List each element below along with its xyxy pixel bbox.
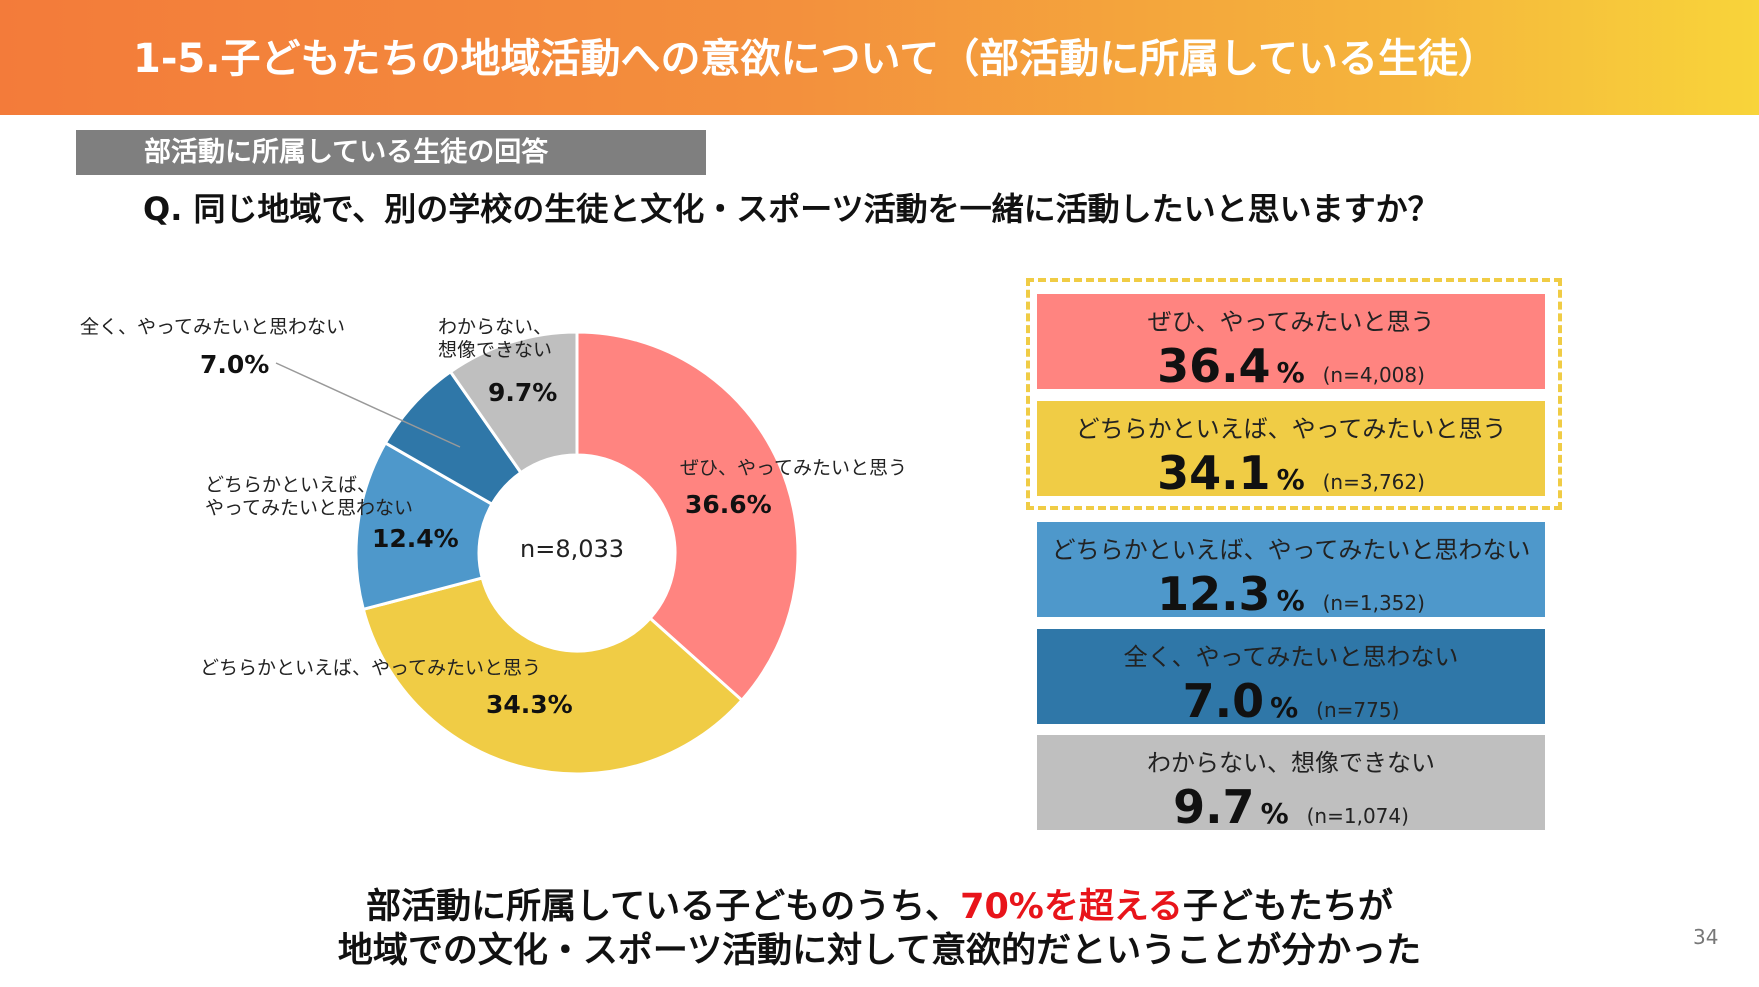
page-number: 34 [1693,925,1719,949]
summary-box-somewhat-yes: どちらかといえば、やってみたいと思う 34.1% (n=3,762) [1037,401,1545,500]
summary-unit: % [1270,691,1299,724]
conclusion-line-2: 地域での文化・スポーツ活動に対して意欲的だということが分かった [337,931,1422,971]
slice-value-unknown: 9.7% [488,378,558,407]
summary-title: ぜひ、やってみたいと思う [1147,308,1435,336]
summary-value: 36.4 [1157,339,1271,393]
slice-label-unknown-line2: 想像できない [438,339,553,361]
slice-value-definitely: 36.6% [685,490,772,519]
slice-label-definitely: ぜひ、やってみたいと思う [680,457,908,479]
conclusion-highlight: 70%を超える [960,887,1183,927]
slice-value-somewhat-yes: 34.3% [486,690,573,719]
summary-n: (n=4,008) [1322,363,1425,387]
slice-label-somewhat-no: どちらかといえば、 やってみたいと思わない [205,474,413,520]
summary-value: 7.0 [1182,674,1265,728]
conclusion-line-1: 部活動に所属している子どものうち、70%を超える子どもたちが [0,878,1759,929]
summary-n: (n=775) [1316,698,1400,722]
summary-box-definitely: ぜひ、やってみたいと思う 36.4% (n=4,008) [1037,294,1545,393]
summary-unit: % [1260,797,1289,830]
summary-title: どちらかといえば、やってみたいと思う [1075,415,1507,443]
summary-unit: % [1276,463,1305,496]
summary-value: 34.1 [1157,446,1271,500]
slice-label-somewhat-yes: どちらかといえば、やってみたいと思う [200,657,542,679]
summary-n: (n=3,762) [1322,470,1425,494]
donut-center-label: n=8,033 [520,535,625,563]
summary-value: 12.3 [1157,567,1271,621]
summary-n: (n=1,352) [1322,591,1425,615]
summary-value: 9.7 [1173,780,1255,834]
summary-unit: % [1276,584,1305,617]
summary-title: どちらかといえば、やってみたいと思わない [1051,536,1531,564]
conclusion-after: 子どもたちが [1182,887,1393,927]
header-banner: 1-5.子どもたちの地域活動への意欲について（部活動に所属している生徒） [0,0,1759,115]
conclusion-before: 部活動に所属している子どものうち、 [366,887,961,927]
summary-box-somewhat-no: どちらかといえば、やってみたいと思わない 12.3% (n=1,352) [1037,522,1545,621]
slice-label-not-at-all: 全く、やってみたいと思わない [80,316,346,338]
page-title: 1-5.子どもたちの地域活動への意欲について（部活動に所属している生徒） [133,36,1499,82]
section-label: 部活動に所属している生徒の回答 [76,130,706,175]
summary-unit: % [1276,356,1305,389]
summary-box-unknown: わからない、想像できない 9.7% (n=1,074) [1037,735,1545,834]
slice-value-not-at-all: 7.0% [200,350,270,379]
slice-label-unknown-line1: わからない、 [438,316,553,338]
slice-value-somewhat-no: 12.4% [372,524,459,553]
summary-n: (n=1,074) [1306,804,1409,828]
slice-label-unknown: わからない、 想像できない [438,316,552,362]
summary-box-not-at-all: 全く、やってみたいと思わない 7.0% (n=775) [1037,629,1545,728]
summary-title: わからない、想像できない [1147,749,1435,777]
leader-line-not-at-all [275,362,461,448]
summary-title: 全く、やってみたいと思わない [1123,643,1459,671]
slice-label-somewhat-no-line2: やってみたいと思わない [205,497,414,519]
question-text: Q. 同じ地域で、別の学校の生徒と文化・スポーツ活動を一緒に活動したいと思います… [143,190,1440,228]
slice-label-somewhat-no-line1: どちらかといえば、 [205,474,377,496]
positive-group-outline [1026,278,1562,510]
